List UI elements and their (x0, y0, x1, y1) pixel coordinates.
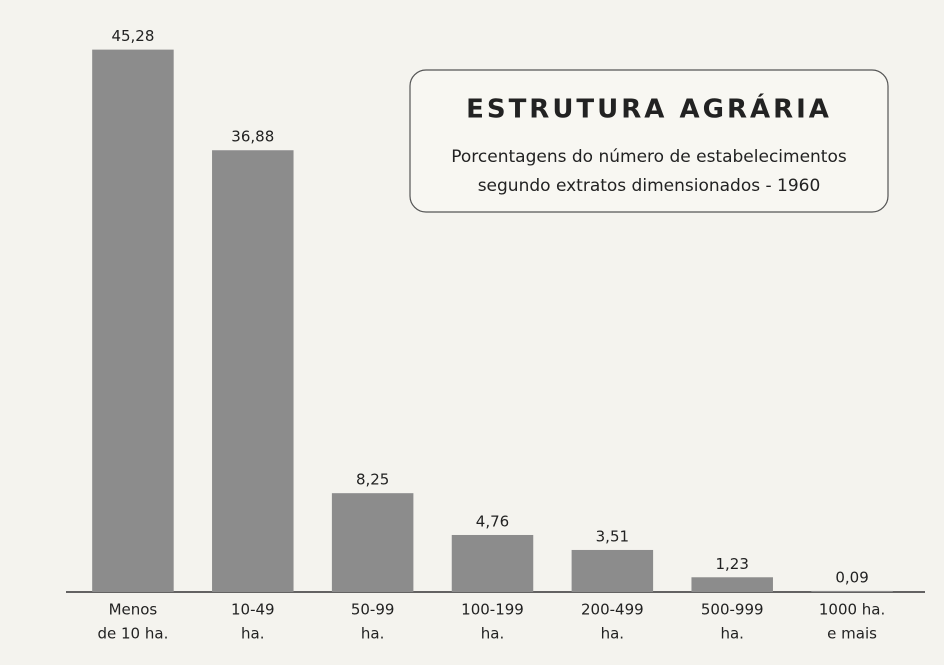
x-tick-label: Menos (109, 601, 158, 619)
bar (451, 534, 534, 592)
x-tick-label: 200-499 (581, 601, 644, 619)
x-tick-label: 1000 ha. (819, 601, 885, 619)
bar (331, 493, 414, 592)
chart-title: ESTRUTURA AGRÁRIA (466, 93, 832, 125)
value-label: 45,28 (111, 27, 154, 45)
bar (92, 49, 174, 593)
x-tick-label: ha. (241, 625, 264, 643)
x-tick-label: 500-999 (701, 601, 764, 619)
bar (691, 577, 773, 592)
value-label: 4,76 (476, 512, 509, 530)
bar (571, 549, 654, 592)
chart-subtitle: Porcentagens do número de estabeleciment… (451, 147, 847, 167)
x-tick-label: ha. (720, 625, 743, 643)
value-label: 3,51 (596, 527, 629, 545)
x-tick-label: 10-49 (231, 601, 275, 619)
value-label: 1,23 (716, 555, 749, 573)
bar (212, 150, 294, 592)
x-tick-label: ha. (361, 625, 384, 643)
value-label: 36,88 (231, 128, 274, 146)
x-tick-label: e mais (827, 625, 877, 643)
x-tick-label: ha. (601, 625, 624, 643)
chart-subtitle: segundo extratos dimensionados - 1960 (478, 176, 821, 196)
value-label: 8,25 (356, 471, 389, 489)
x-tick-label: de 10 ha. (98, 625, 169, 643)
x-tick-label: ha. (481, 625, 504, 643)
x-tick-label: 100-199 (461, 601, 524, 619)
bar (811, 590, 893, 592)
title-box (409, 69, 889, 213)
value-label: 0,09 (835, 568, 868, 586)
x-tick-label: 50-99 (351, 601, 395, 619)
